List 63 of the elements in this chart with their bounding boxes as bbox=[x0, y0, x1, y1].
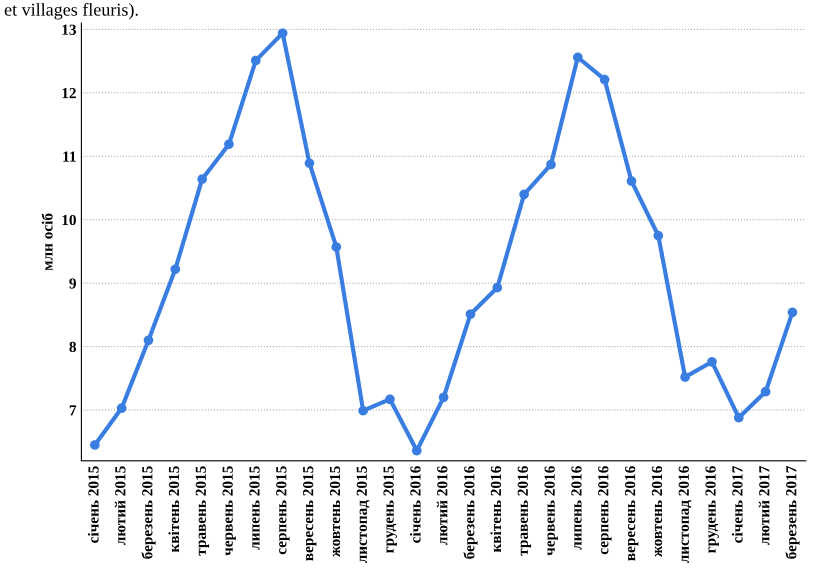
x-tick-label: липень 2016 bbox=[571, 466, 582, 550]
point bbox=[760, 386, 770, 397]
point bbox=[385, 394, 395, 404]
x-tick-label: червень 2015 bbox=[222, 466, 236, 556]
point bbox=[304, 158, 314, 168]
x-tick-label: березень 2017 bbox=[785, 466, 800, 559]
point bbox=[572, 52, 583, 62]
point bbox=[170, 264, 180, 274]
x-tick-label: грудень 2015 bbox=[383, 466, 397, 553]
point bbox=[546, 160, 556, 170]
point bbox=[653, 230, 664, 240]
x-tick-label: вересень 2015 bbox=[302, 466, 316, 561]
x-tick-label: березень 2015 bbox=[141, 466, 156, 559]
point bbox=[90, 440, 100, 450]
y-tick-label: 9 bbox=[69, 278, 76, 289]
x-tick-label: листопад 2016 bbox=[678, 466, 692, 564]
point bbox=[626, 176, 636, 186]
point bbox=[116, 403, 127, 414]
x-tick-label: серпень 2015 bbox=[276, 466, 290, 554]
x-tick-label: січень 2016 bbox=[410, 466, 421, 543]
x-tick-label: червень 2016 bbox=[544, 466, 558, 556]
x-tick-label: січень 2017 bbox=[732, 466, 743, 543]
x-tick-label: липень 2015 bbox=[249, 466, 260, 550]
x-tick-label: жовтень 2016 bbox=[652, 466, 662, 557]
y-tick-label: 12 bbox=[62, 88, 76, 98]
x-tick-label: лютий 2017 bbox=[758, 466, 770, 545]
point bbox=[144, 335, 154, 346]
x-tick-label: лютий 2016 bbox=[436, 466, 448, 545]
x-tick-label: жовтень 2015 bbox=[330, 466, 340, 557]
point bbox=[734, 412, 744, 423]
point bbox=[438, 392, 448, 402]
x-tick-label: травень 2016 bbox=[518, 466, 532, 556]
point bbox=[197, 174, 208, 184]
y-tick-label: 11 bbox=[63, 151, 76, 162]
point bbox=[519, 189, 529, 200]
x-tick-label: вересень 2016 bbox=[624, 466, 638, 561]
point bbox=[680, 372, 690, 382]
point bbox=[707, 356, 717, 367]
point bbox=[331, 242, 342, 252]
text: et villages fleuris). bbox=[4, 2, 138, 20]
x-tick-label: серпень 2016 bbox=[598, 466, 612, 554]
x-tick-label: грудень 2016 bbox=[705, 466, 719, 553]
point bbox=[278, 28, 288, 38]
x-tick-label: березень 2016 bbox=[463, 466, 478, 559]
x-tick-label: листопад 2015 bbox=[356, 466, 370, 564]
point bbox=[358, 406, 368, 416]
point bbox=[412, 446, 422, 456]
x-tick-label: лютий 2015 bbox=[114, 466, 126, 545]
point bbox=[224, 139, 234, 150]
point bbox=[466, 309, 476, 320]
x-tick-label: січень 2015 bbox=[88, 466, 99, 543]
point bbox=[250, 56, 261, 66]
point bbox=[492, 282, 502, 292]
x-tick-label: квітень 2015 bbox=[168, 466, 180, 552]
y-tick-label: 13 bbox=[62, 24, 76, 35]
y-tick-label: 7 bbox=[70, 405, 76, 416]
point bbox=[788, 307, 798, 318]
y-axis-title: млн осіб bbox=[42, 214, 53, 270]
point bbox=[600, 74, 610, 84]
y-tick-label: 10 bbox=[62, 214, 76, 226]
x-tick-label: травень 2015 bbox=[196, 466, 210, 556]
y-tick-label: 8 bbox=[69, 342, 76, 352]
x-tick-label: квітень 2016 bbox=[490, 466, 502, 552]
